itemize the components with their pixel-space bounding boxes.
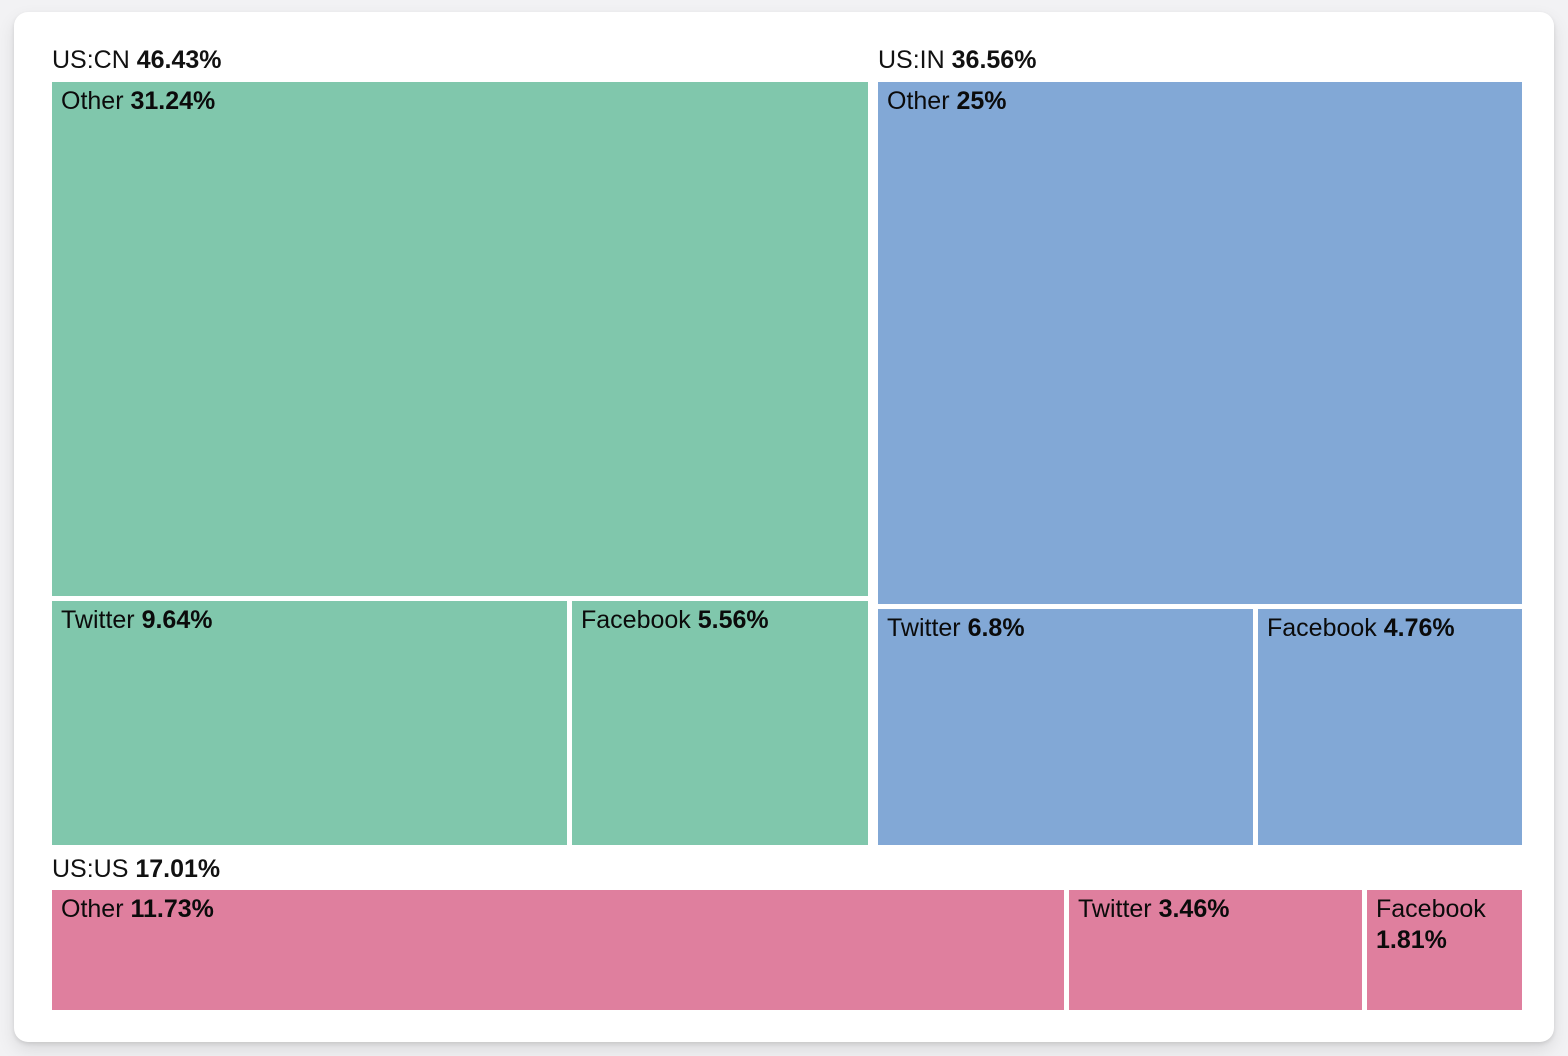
cell-value: 25% [956, 87, 1007, 115]
cell-value: 1.81% [1376, 926, 1447, 954]
treemap-cell-us-in-twitter[interactable]: Twitter 6.8% [878, 609, 1253, 845]
group-value: 36.56% [951, 46, 1037, 74]
cell-label: Facebook [581, 606, 691, 634]
cell-label: Other [887, 87, 950, 115]
treemap-cell-us-us-facebook[interactable]: Facebook 1.81% [1367, 890, 1522, 1010]
cell-value: 5.56% [697, 606, 769, 634]
group-label: US:IN [878, 46, 945, 74]
group-header-us-cn: US:CN 46.43% [52, 45, 222, 75]
group-label: US:US [52, 855, 129, 883]
cell-value: 4.76% [1383, 614, 1455, 642]
treemap-cell-us-us-twitter[interactable]: Twitter 3.46% [1069, 890, 1362, 1010]
cell-value: 31.24% [130, 87, 216, 115]
treemap-cell-us-in-other[interactable]: Other 25% [878, 82, 1522, 604]
group-value: 17.01% [135, 855, 221, 883]
cell-label: Other [61, 87, 124, 115]
group-value: 46.43% [136, 46, 222, 74]
treemap-card: US:CN 46.43% Other 31.24% Twitter 9.64% … [14, 12, 1554, 1042]
cell-value: 3.46% [1158, 895, 1230, 923]
group-header-us-in: US:IN 36.56% [878, 45, 1036, 75]
group-header-us-us: US:US 17.01% [52, 854, 220, 884]
cell-label: Other [61, 895, 124, 923]
cell-value: 6.8% [967, 614, 1025, 642]
cell-label: Twitter [1078, 895, 1152, 923]
cell-label: Facebook [1267, 614, 1377, 642]
cell-value: 9.64% [141, 606, 213, 634]
cell-label: Twitter [61, 606, 135, 634]
group-label: US:CN [52, 46, 130, 74]
treemap-chart: US:CN 46.43% Other 31.24% Twitter 9.64% … [14, 12, 1554, 1042]
treemap-cell-us-cn-twitter[interactable]: Twitter 9.64% [52, 601, 567, 845]
treemap-cell-us-cn-other[interactable]: Other 31.24% [52, 82, 868, 596]
treemap-cell-us-in-facebook[interactable]: Facebook 4.76% [1258, 609, 1522, 845]
cell-label: Twitter [887, 614, 961, 642]
cell-label: Facebook [1376, 895, 1486, 923]
treemap-cell-us-cn-facebook[interactable]: Facebook 5.56% [572, 601, 868, 845]
treemap-cell-us-us-other[interactable]: Other 11.73% [52, 890, 1064, 1010]
cell-value: 11.73% [130, 895, 214, 923]
